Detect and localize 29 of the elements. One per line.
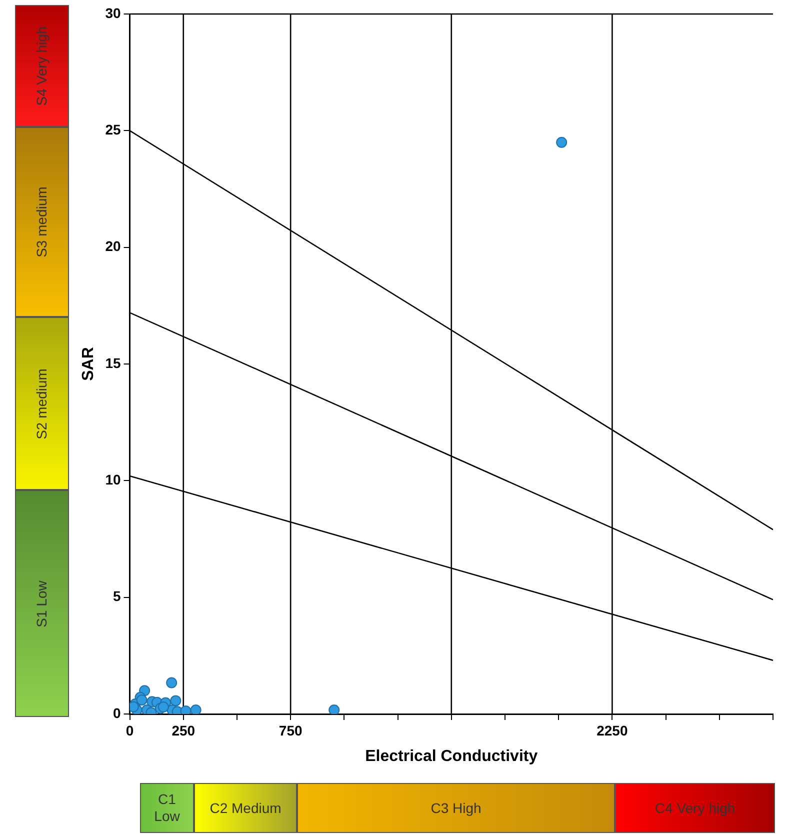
point <box>170 695 182 706</box>
y-tick-label: 30 <box>105 4 121 21</box>
x-tick-label: 0 <box>126 722 134 738</box>
y-tick-label: 20 <box>105 238 121 254</box>
y-tick-label: 0 <box>112 704 121 721</box>
x-tick-label: 2250 <box>596 722 628 738</box>
point <box>158 702 169 712</box>
y-axis-title: SAR <box>80 346 98 381</box>
class-box: C3 High <box>297 783 615 833</box>
class-box: S1 Low <box>15 490 69 717</box>
class-box: C2 Medium <box>194 783 297 833</box>
y-tick-label: 5 <box>112 588 121 604</box>
point <box>166 677 178 688</box>
class-box: S2 medium <box>15 317 69 490</box>
point <box>328 704 340 714</box>
class-box: S4 Very high <box>15 5 69 127</box>
point <box>180 705 192 714</box>
y-tick-label: 15 <box>105 354 121 371</box>
class-box: C4 Very high <box>615 783 775 833</box>
x-tick-label: 750 <box>278 722 302 738</box>
point <box>190 704 202 714</box>
class-box: S3 medium <box>15 127 69 317</box>
x-axis-title: Electrical Conductivity <box>365 748 538 765</box>
point <box>556 136 568 148</box>
x-tick-label: 250 <box>172 722 196 738</box>
y-tick-label: 10 <box>105 472 121 488</box>
point <box>136 694 148 706</box>
class-box: C1 Low <box>140 783 194 833</box>
y-tick-label: 25 <box>105 122 121 138</box>
